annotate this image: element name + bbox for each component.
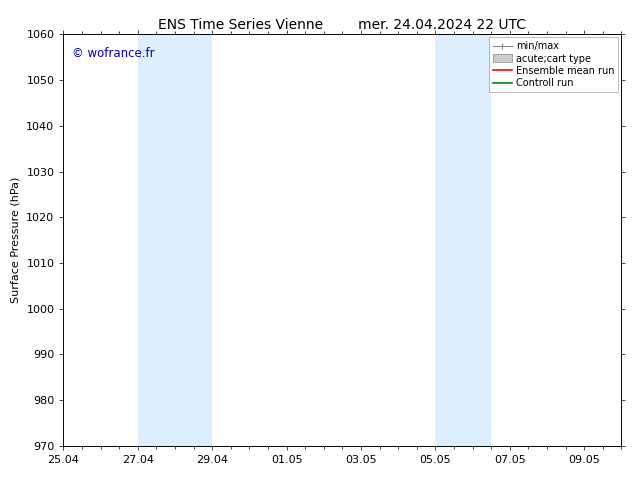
Bar <box>138 34 212 446</box>
Text: © wofrance.fr: © wofrance.fr <box>72 47 155 60</box>
Legend: min/max, acute;cart type, Ensemble mean run, Controll run: min/max, acute;cart type, Ensemble mean … <box>489 37 618 92</box>
Title: ENS Time Series Vienne        mer. 24.04.2024 22 UTC: ENS Time Series Vienne mer. 24.04.2024 2… <box>158 18 526 32</box>
Y-axis label: Surface Pressure (hPa): Surface Pressure (hPa) <box>11 177 21 303</box>
Bar <box>436 34 491 446</box>
